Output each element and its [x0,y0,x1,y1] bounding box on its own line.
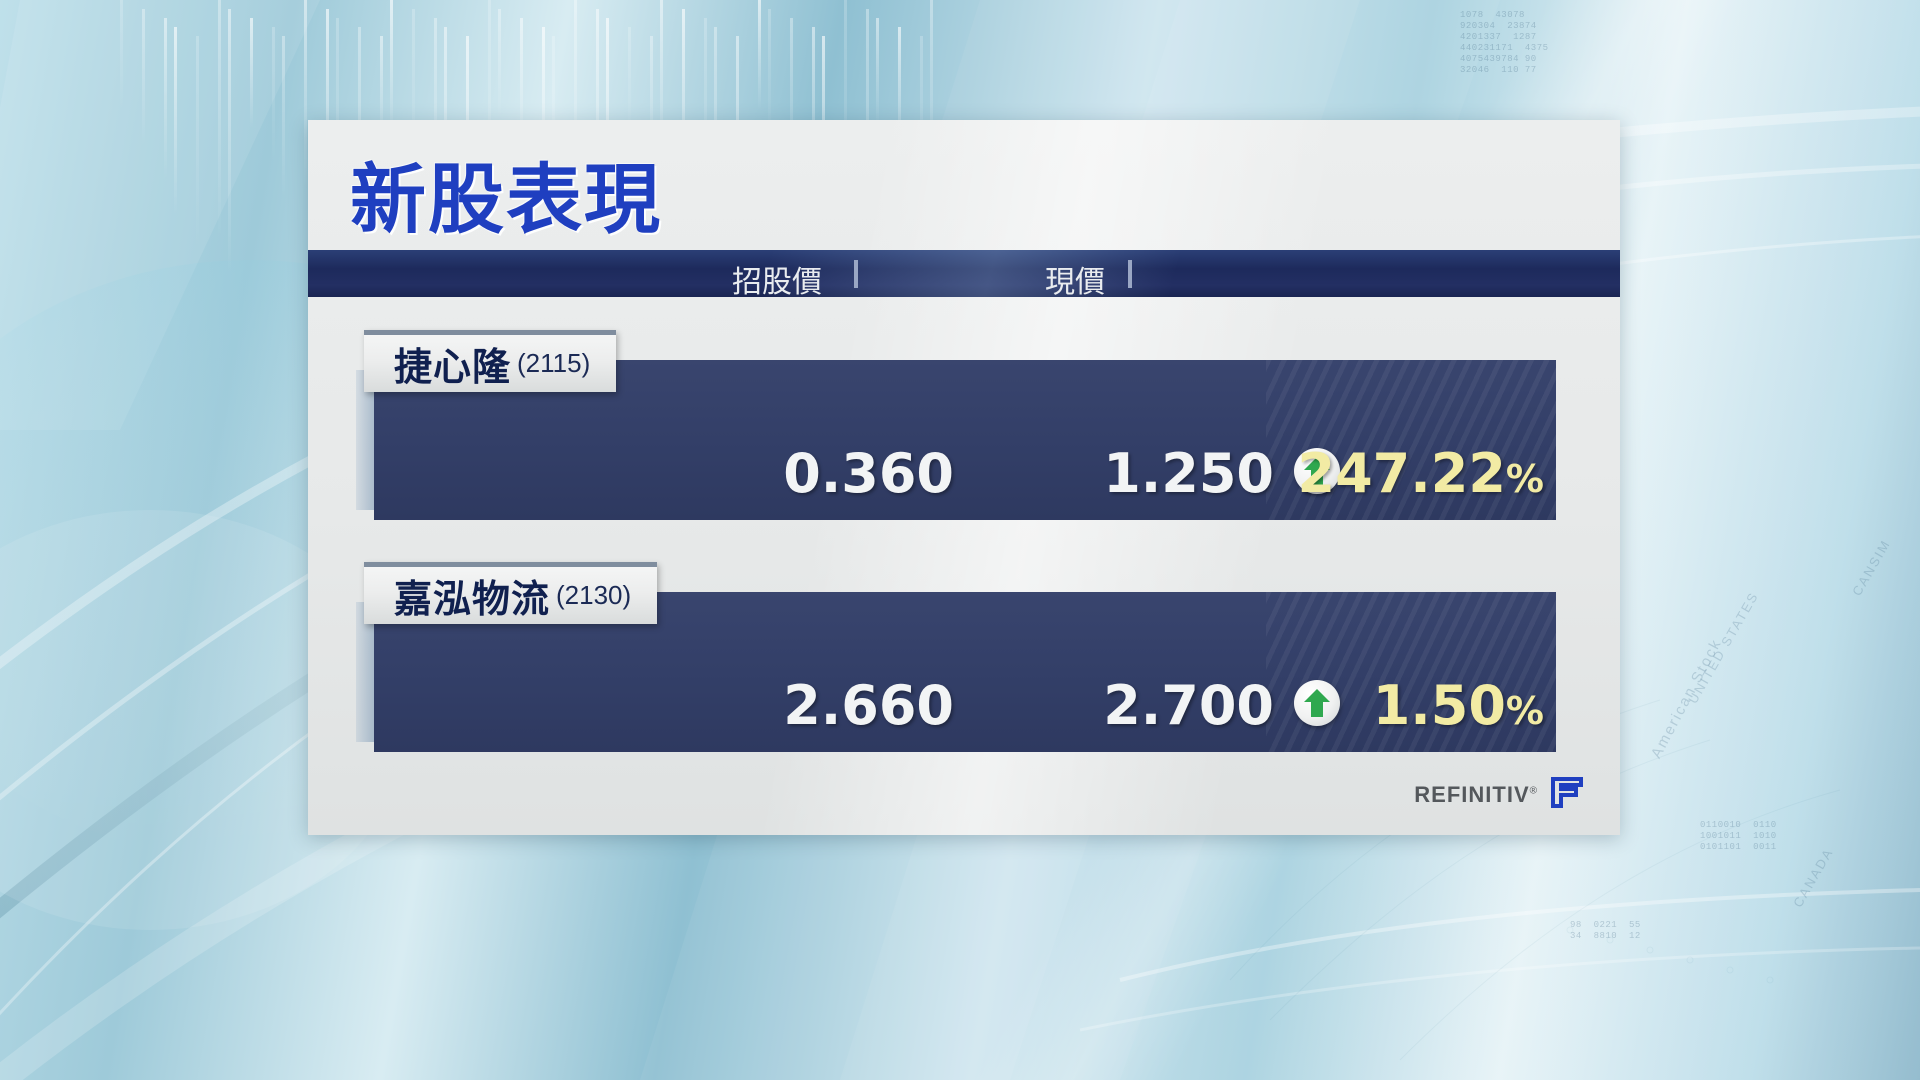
change-percent: 247.22% [1074,442,1544,505]
change-percent: 1.50% [1074,674,1544,737]
percent-sign: % [1505,689,1544,733]
row-left-shadow [356,602,374,742]
table-row[interactable]: 捷心隆 (2115) 0.360 1.250 247.22% [356,330,1556,520]
refinitiv-mark-icon [1550,776,1584,813]
background-number-block: 98 0221 55 34 8810 12 [1570,920,1641,941]
column-header-bar: 招股價 現價 [308,250,1620,297]
trademark-symbol: ® [1529,785,1538,797]
row-left-shadow [356,370,374,510]
stock-code: (2115) [517,348,591,378]
arrow-up-icon [1294,448,1340,494]
background-number-block: 1078 43078 920304 23874 4201337 1287 440… [1460,10,1549,75]
data-provider-logo: REFINITIV® [1414,776,1584,813]
current-price-value: 2.700 [1103,674,1274,737]
stock-code: (2130) [556,580,632,610]
header-sheen [308,250,1620,297]
provider-name-text: REFINITIV [1414,781,1530,807]
percent-sign: % [1505,457,1544,501]
column-header-current-price: 現價 [1045,265,1105,297]
ipo-performance-panel: 新股表現 招股價 現價 捷心隆 (2115) 0.360 1.250 247.2… [308,120,1620,835]
column-divider [1128,260,1132,288]
change-percent-value: 1.50 [1372,674,1506,737]
column-divider [854,260,858,288]
background-number-block: 0110010 0110 1001011 1010 0101101 0011 [1700,820,1777,852]
arrow-up-icon [1294,680,1340,726]
ipo-price-value: 0.360 [783,442,954,505]
stock-name: 捷心隆 [394,345,512,389]
current-price-value: 1.250 [1103,442,1274,505]
stock-name: 嘉泓物流 [394,577,551,621]
provider-name: REFINITIV® [1414,782,1538,808]
change-percent-value: 247.22 [1297,442,1506,505]
page-title: 新股表現 [350,155,662,244]
stock-nameplate[interactable]: 嘉泓物流 (2130) [364,562,658,624]
table-row[interactable]: 嘉泓物流 (2130) 2.660 2.700 1.50% [356,562,1556,752]
stock-nameplate[interactable]: 捷心隆 (2115) [364,330,617,392]
column-header-ipo-price: 招股價 [732,265,822,297]
ipo-price-value: 2.660 [783,674,954,737]
